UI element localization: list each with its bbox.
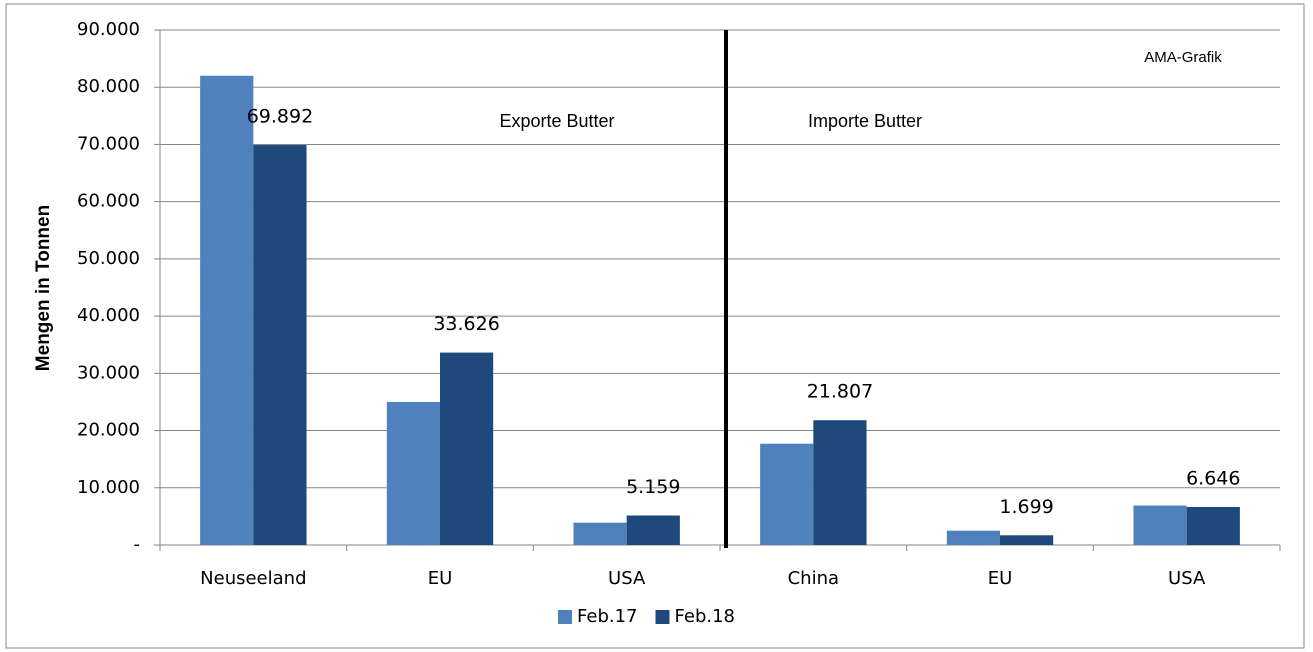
y-tick-label: 70.000 — [77, 133, 140, 154]
y-tick-label: 30.000 — [77, 362, 140, 383]
annotation: Importe Butter — [808, 111, 922, 131]
legend-swatch — [655, 610, 670, 624]
x-tick-label: China — [788, 568, 839, 589]
bar — [253, 145, 307, 545]
y-tick-label: 40.000 — [77, 305, 140, 326]
y-tick-label: 50.000 — [77, 248, 140, 269]
bar — [386, 401, 440, 545]
bar — [1133, 505, 1187, 545]
data-label: 6.646 — [1186, 467, 1240, 489]
y-tick-label: 80.000 — [77, 76, 140, 97]
bar — [200, 75, 254, 546]
y-axis-label: Mengen in Tonnen — [33, 205, 54, 371]
bar — [760, 443, 814, 545]
bar — [946, 530, 1000, 545]
x-tick-label: EU — [988, 568, 1013, 589]
data-label: 21.807 — [807, 381, 873, 403]
x-tick-label: USA — [608, 568, 646, 589]
y-tick-label: - — [134, 534, 141, 555]
bar — [440, 352, 494, 545]
data-label: 69.892 — [247, 106, 313, 128]
legend-swatch — [558, 610, 572, 624]
x-tick-label: EU — [428, 568, 453, 589]
legend-label: Feb.17 — [577, 606, 638, 627]
annotation: AMA-Grafik — [1144, 49, 1222, 66]
bar — [573, 522, 627, 545]
bar — [1000, 535, 1054, 545]
data-label: 1.699 — [999, 496, 1053, 518]
data-label: 33.626 — [433, 313, 499, 335]
data-label: 5.159 — [626, 476, 680, 498]
legend-label: Feb.18 — [675, 606, 736, 627]
x-tick-label: USA — [1168, 568, 1206, 589]
y-tick-label: 10.000 — [77, 477, 140, 498]
bar — [626, 515, 680, 545]
y-tick-label: 60.000 — [77, 191, 140, 212]
bar — [813, 420, 867, 545]
bar — [1186, 506, 1240, 545]
y-tick-label: 20.000 — [77, 420, 140, 441]
x-tick-label: Neuseeland — [200, 568, 306, 589]
annotation: Exporte Butter — [499, 111, 614, 131]
y-tick-label: 90.000 — [77, 19, 140, 40]
